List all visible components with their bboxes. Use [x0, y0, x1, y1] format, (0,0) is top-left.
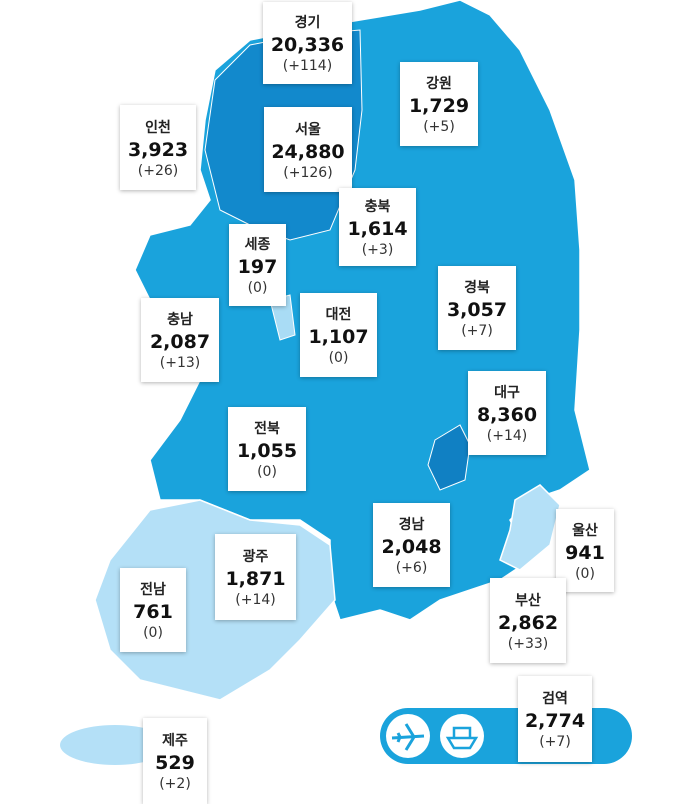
- region-change: (+26): [137, 162, 179, 179]
- airplane-shape: [391, 723, 425, 751]
- region-total: 3,923: [127, 138, 189, 161]
- region-change: (0): [257, 464, 277, 480]
- region-total: 1,614: [347, 218, 408, 240]
- region-label: 충남 2,087 (+13): [141, 298, 219, 382]
- region-change: (+3): [361, 242, 394, 258]
- region-label: 광주 1,871 (+14): [215, 534, 296, 620]
- region-change: (0): [143, 625, 163, 641]
- region-name: 검역: [542, 691, 568, 707]
- region-name: 경기: [294, 15, 321, 31]
- region-total: 1,107: [308, 326, 369, 348]
- region-total: 529: [155, 752, 195, 774]
- ship-icon: [440, 714, 484, 758]
- region-name: 세종: [244, 237, 271, 253]
- region-name: 강원: [426, 76, 452, 92]
- region-name: 충남: [167, 312, 193, 328]
- region-name: 인천: [145, 119, 171, 136]
- region-name: 전남: [140, 582, 166, 598]
- region-label: 제주 529 (+2): [143, 718, 207, 804]
- region-label: 전북 1,055 (0): [228, 407, 306, 491]
- region-change: (+14): [486, 428, 528, 444]
- region-name: 서울: [295, 121, 321, 138]
- region-total: 1,729: [408, 95, 470, 117]
- region-label: 대전 1,107 (0): [300, 293, 377, 377]
- region-total: 197: [237, 256, 278, 278]
- region-label: 검역 2,774 (+7): [518, 676, 592, 762]
- region-total: 2,862: [497, 611, 559, 634]
- region-label: 경남 2,048 (+6): [373, 503, 450, 587]
- region-label: 세종 197 (0): [229, 224, 286, 306]
- ship-shape: [445, 726, 479, 750]
- region-total: 8,360: [476, 404, 538, 426]
- region-change: (0): [247, 280, 268, 296]
- region-change: (+7): [539, 734, 571, 750]
- region-change: (+6): [395, 560, 428, 576]
- region-change: (0): [328, 350, 349, 366]
- region-total: 761: [133, 601, 173, 623]
- region-change: (+5): [423, 119, 455, 135]
- region-total: 2,048: [381, 536, 442, 558]
- region-total: 2,774: [524, 710, 586, 732]
- region-name: 제주: [162, 733, 188, 749]
- region-total: 20,336: [270, 34, 345, 56]
- region-label: 경기 20,336 (+114): [263, 2, 352, 84]
- region-label: 인천 3,923 (+26): [120, 105, 196, 190]
- region-change: (+33): [507, 635, 549, 652]
- region-change: (0): [575, 565, 595, 582]
- daegu: [427, 424, 471, 491]
- region-label: 강원 1,729 (+5): [400, 62, 478, 146]
- region-change: (+126): [283, 164, 333, 181]
- region-change: (+7): [461, 323, 493, 339]
- region-name: 경북: [464, 280, 490, 296]
- region-change: (+2): [159, 776, 191, 792]
- jeju: [60, 725, 170, 765]
- region-name: 전북: [254, 421, 280, 437]
- region-label: 부산 2,862 (+33): [490, 578, 566, 663]
- region-label: 서울 24,880 (+126): [264, 107, 352, 192]
- region-total: 3,057: [446, 299, 508, 321]
- region-name: 울산: [572, 522, 598, 539]
- region-name: 대전: [325, 307, 352, 323]
- region-change: (+13): [159, 355, 201, 371]
- region-total: 1,055: [236, 440, 298, 462]
- region-name: 광주: [242, 549, 269, 565]
- region-total: 2,087: [149, 331, 211, 353]
- region-label: 전남 761 (0): [120, 568, 186, 652]
- region-label: 대구 8,360 (+14): [468, 371, 546, 455]
- region-total: 24,880: [271, 140, 345, 163]
- region-change: (+14): [235, 592, 276, 608]
- region-total: 941: [565, 541, 605, 564]
- region-change: (+114): [282, 58, 333, 74]
- region-name: 부산: [515, 592, 541, 609]
- region-total: 1,871: [225, 568, 286, 590]
- region-name: 충북: [364, 199, 391, 215]
- ulsan-busan: [499, 484, 561, 571]
- region-label: 충북 1,614 (+3): [339, 188, 416, 266]
- region-label: 경북 3,057 (+7): [438, 266, 516, 350]
- region-name: 경남: [398, 517, 425, 533]
- region-name: 대구: [494, 385, 520, 401]
